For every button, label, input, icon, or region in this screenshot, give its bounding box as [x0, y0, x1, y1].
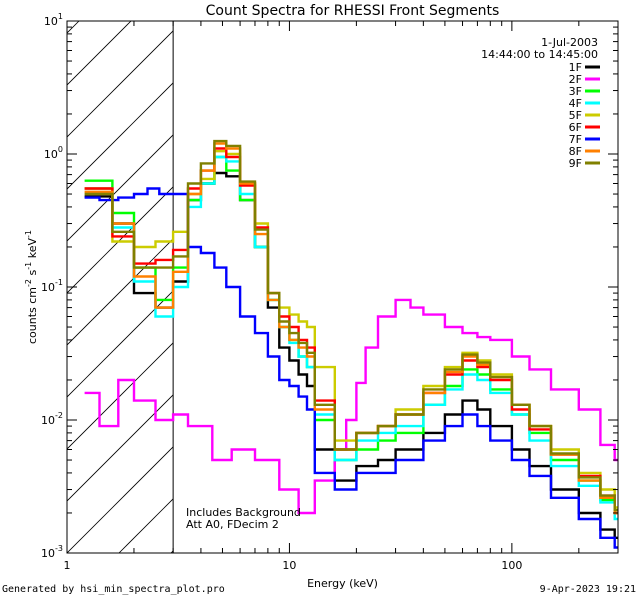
- plot-frame: [66, 20, 619, 554]
- series-line-5F: [84, 150, 618, 509]
- y-tick-label: 100: [44, 145, 63, 161]
- y-tick-label: 10-1: [41, 278, 63, 294]
- series-line-2F: [84, 298, 618, 515]
- legend-label-4F: 4F: [569, 97, 582, 110]
- legend-label-3F: 3F: [569, 85, 582, 98]
- x-axis-label: Energy (keV): [307, 577, 378, 590]
- legend-header-line: 1-Jul-2003: [541, 36, 598, 49]
- legend-label-6F: 6F: [569, 121, 582, 134]
- series-line-4F: [84, 155, 618, 521]
- hatch-line: [67, 394, 174, 502]
- legend-label-1F: 1F: [569, 61, 582, 74]
- series-line-1F: [84, 171, 618, 539]
- y-axis-label: counts cm-2 s-1 keV-1: [24, 230, 39, 344]
- hatch-line: [67, 21, 132, 86]
- annotation-text: Includes Background: [186, 506, 301, 519]
- y-tick-label: 10-2: [41, 411, 63, 427]
- series-group: [84, 139, 618, 549]
- hatch-line: [67, 446, 174, 553]
- hatch-line: [67, 30, 174, 138]
- chart-title: Count Spectra for RHESSI Front Segments: [206, 3, 500, 19]
- legend-label-5F: 5F: [569, 109, 582, 122]
- series-line-8F: [84, 142, 618, 515]
- legend-label-8F: 8F: [569, 145, 582, 158]
- series-line-6F: [84, 147, 618, 515]
- legend-label-9F: 9F: [569, 157, 582, 170]
- hatch-line: [67, 82, 174, 190]
- series-line-7F: [84, 187, 618, 549]
- legend-header-line: 14:44:00 to 14:45:00: [481, 48, 598, 61]
- y-tick-label: 101: [44, 12, 63, 28]
- x-tick-label: 1: [64, 559, 71, 572]
- annotation-text: Att A0, FDecim 2: [186, 518, 279, 531]
- footer-generated-by: Generated by hsi_min_spectra_plot.pro: [2, 584, 225, 595]
- footer-timestamp: 9-Apr-2023 19:21: [539, 584, 636, 595]
- legend-label-2F: 2F: [569, 73, 582, 86]
- series-line-9F: [84, 139, 618, 512]
- y-tick-label: 10-3: [41, 544, 63, 560]
- hatch-line: [67, 238, 174, 346]
- x-tick-label: 100: [501, 559, 522, 572]
- x-tick-label: 10: [282, 559, 296, 572]
- legend-label-7F: 7F: [569, 133, 582, 146]
